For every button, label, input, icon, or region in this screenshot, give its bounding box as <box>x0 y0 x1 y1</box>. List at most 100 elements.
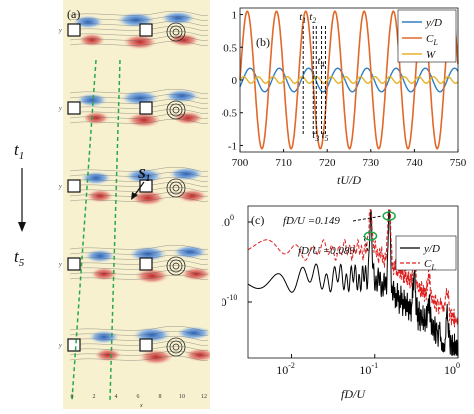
streamline <box>69 186 209 192</box>
time-start-label: t1 <box>14 140 24 162</box>
time-marker-label: t1 <box>299 11 306 25</box>
vortex-core-ring <box>172 106 180 114</box>
time-arrow-panel: t1 t5 <box>14 140 26 269</box>
x-tick-label-a: 4 <box>115 394 118 400</box>
streamline <box>69 355 209 361</box>
panel-c-label: (c) <box>251 213 264 227</box>
positive-vorticity-region <box>126 112 162 128</box>
positive-vorticity-region <box>122 34 158 50</box>
streamline <box>69 15 209 21</box>
cylinder-downstream <box>139 101 153 115</box>
cylinder-upstream <box>67 23 81 37</box>
time-end-label: t5 <box>14 247 25 269</box>
vortex-core-ring <box>172 28 180 36</box>
vortex-core-ring <box>172 262 180 270</box>
snapshot-3: y <box>58 166 209 206</box>
streamline <box>69 330 209 336</box>
spectrum-panel: 10-2 10-1 100 100 10-10 fD/U (c) fD/U =0.149 fD/… <box>215 200 474 409</box>
time-end-symbol: t <box>14 247 20 266</box>
streamline <box>69 244 209 250</box>
streamline <box>69 254 209 260</box>
streamline <box>69 176 209 182</box>
streamline <box>69 25 209 31</box>
convection-line-1 <box>71 59 97 401</box>
y-tick-exponent-c: -10 <box>227 293 238 302</box>
streamline <box>69 20 209 26</box>
snapshot-1: y <box>58 10 209 50</box>
flow-visualization-panel: y y y y y (a) 0 2 4 6 8 10 12 x <box>58 0 216 409</box>
streamline <box>69 325 209 331</box>
streamline <box>69 264 209 270</box>
flow-visualization-svg: y y y y y (a) 0 2 4 6 8 10 12 x <box>58 0 216 409</box>
peak-leader <box>352 215 383 222</box>
panel-b-label: (b) <box>256 35 270 49</box>
time-marker-label: t3 <box>312 129 319 143</box>
y-tick-label-c: 10-10 <box>222 293 237 309</box>
legend-label-b: y/D <box>425 17 442 29</box>
peak-label: fD/U =0.089 <box>298 245 355 257</box>
y-tick-label-b: -1 <box>228 140 237 152</box>
s1-annotation: S1 <box>131 167 150 200</box>
spectrum-line-y/D <box>247 209 459 356</box>
x-tick-label-b: 720 <box>319 157 336 169</box>
vortex-core-ring <box>169 103 183 117</box>
snapshots-group: y y y y y <box>58 10 216 365</box>
spectrum-lines <box>247 209 459 356</box>
positive-vorticity-region <box>134 268 170 284</box>
time-marker-label: t5 <box>321 129 328 143</box>
x-tick-exponent-c: -2 <box>288 361 295 370</box>
y-axis-label-a: y <box>58 262 62 268</box>
vortex-core-ring <box>169 181 183 195</box>
x-tick-label-c: 10-2 <box>276 361 295 377</box>
time-marker-subscript: 4 <box>321 60 325 69</box>
streamline <box>69 35 209 41</box>
x-tick-label-b: 740 <box>406 157 423 169</box>
snapshot-4: y <box>58 244 212 284</box>
negative-vorticity-region <box>128 246 168 262</box>
y-axis-label-a: y <box>58 343 62 349</box>
x-tick-label-a: 8 <box>159 394 162 400</box>
convection-line-2 <box>109 59 121 401</box>
x-axis-label-a: x <box>139 403 143 409</box>
streamline <box>69 249 209 255</box>
y-tick-label-b: 0 <box>232 75 238 87</box>
time-marker-subscript: 3 <box>314 134 319 143</box>
streamline <box>69 259 209 265</box>
positive-vorticity-region <box>138 349 174 365</box>
series-line-W <box>239 75 459 85</box>
s1-label: S1 <box>138 167 150 183</box>
cylinder-upstream <box>67 257 81 271</box>
y-tick-label-b: 1 <box>232 10 238 22</box>
x-tick-label-b: 700 <box>232 157 249 169</box>
streamline <box>69 171 209 177</box>
time-series-axes: 700 710 720 730 740 750 -1 -0.5 0 0.5 1 tU/D (b) t1t2… <box>220 7 467 187</box>
streamline <box>69 118 209 124</box>
spectrum-chart: 10-2 10-1 100 100 10-10 fD/U (c) fD/U =0.149 fD/… <box>215 205 460 401</box>
negative-vorticity-region <box>164 89 200 103</box>
time-marker-label: t4 <box>318 55 325 69</box>
x-axis-label-c: fD/U <box>341 387 366 401</box>
positive-vorticity-region <box>168 33 200 47</box>
streamline <box>69 274 209 280</box>
negative-vorticity-region <box>80 171 112 185</box>
plot-frame-c <box>247 205 459 359</box>
negative-vorticity-region <box>176 326 212 340</box>
y-axis-label-a: y <box>58 28 62 34</box>
legend-subscript-c: L <box>430 263 436 272</box>
vortex-core-ring <box>166 22 186 42</box>
panel-a-label: (a) <box>67 7 80 21</box>
time-marker-label: t2 <box>309 11 316 25</box>
cylinder-upstream <box>67 101 81 115</box>
streamline <box>69 40 209 46</box>
time-arrow-head <box>18 222 26 232</box>
x-tick-label-a: 0 <box>71 394 74 400</box>
streamline <box>69 166 209 172</box>
x-tick-exponent-c: 0 <box>456 361 460 370</box>
negative-vorticity-region <box>88 330 120 344</box>
time-marker-subscript: 2 <box>312 16 316 25</box>
x-tick-label-a: 2 <box>93 394 96 400</box>
s1-symbol: S <box>138 167 146 182</box>
positive-vorticity-region <box>86 189 114 203</box>
cylinder-downstream <box>139 23 153 37</box>
